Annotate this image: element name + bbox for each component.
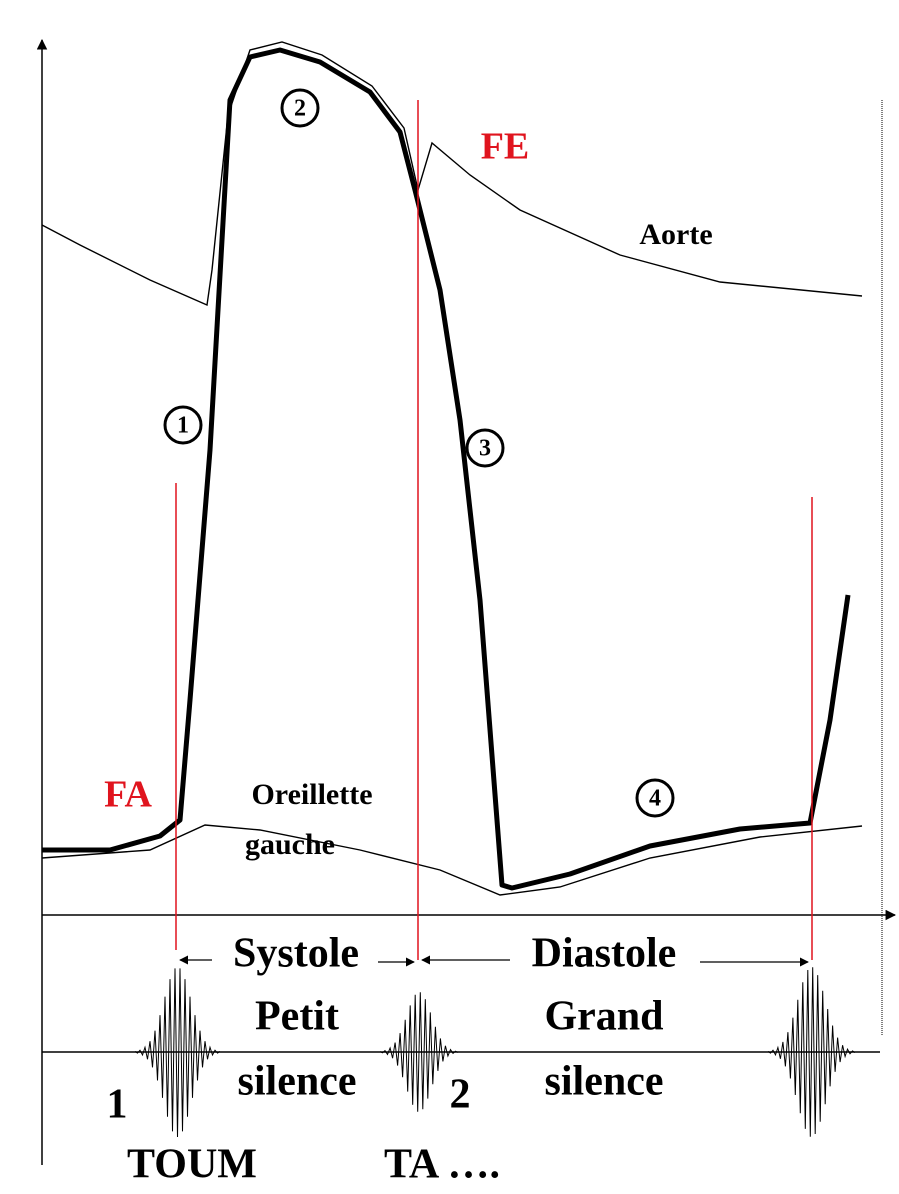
label-aorta: Aorte [639,218,712,251]
sound-name: TOUM [127,1142,257,1188]
diastole-silence: Grand [544,994,663,1040]
systole-silence: silence [238,1059,357,1105]
valve-lines [175,100,813,960]
phase-number: 3 [479,436,491,462]
label-fe: FE [481,126,530,168]
phase-circle [635,778,675,818]
phase-markers [163,88,675,818]
phase-circle [163,405,203,445]
sound-burst [134,968,221,1138]
diastole-silence: silence [545,1059,664,1105]
label-atrium: Oreillette [251,778,372,811]
sound-burst [379,992,459,1112]
aorta-curve [41,41,863,307]
label-fa: FA [104,774,152,816]
sound-name: TA …. [384,1142,500,1188]
phase-number: 1 [177,413,189,439]
systole-silence: Petit [255,994,339,1040]
phase-number: 2 [294,96,306,122]
label-atrium: gauche [245,828,335,861]
sound-burst [767,967,856,1137]
phase-circle [465,428,505,468]
atrium-curve [41,824,863,896]
heart-sounds [134,967,856,1138]
ventricle-curve [42,47,851,891]
phase-number: 4 [649,786,661,812]
period-arrows [179,955,809,967]
sound-number: 1 [107,1082,128,1128]
diastole-label: Diastole [532,931,677,977]
phase-circle [280,88,320,128]
sound-number: 2 [450,1072,471,1118]
systole-label: Systole [233,931,359,977]
